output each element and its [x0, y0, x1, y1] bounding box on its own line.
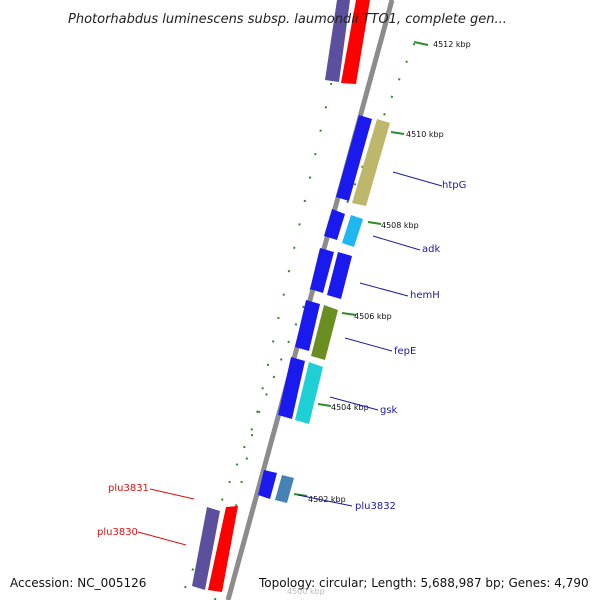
gene-bar-purple-bottom	[192, 507, 220, 590]
tick-label-4504: 4504 kbp	[331, 403, 369, 412]
gene-bar-blue-hemh-2	[327, 252, 352, 299]
tick-label-4506: 4506 kbp	[354, 312, 392, 321]
tick-label-4512: 4512 kbp	[433, 40, 471, 49]
gene-label-hemh[interactable]: hemH	[410, 290, 440, 301]
gene-label-adk[interactable]: adk	[422, 244, 440, 255]
tick-mark-4506	[341, 312, 357, 316]
tick-mark-4510	[390, 131, 405, 135]
topology-text: Topology: circular; Length: 5,688,987 bp…	[258, 576, 589, 590]
gene-labels: htpG adk hemH fepE gsk plu3832 plu3831 p…	[97, 180, 466, 538]
gene-bar-purple-top	[325, 0, 350, 82]
gene-label-plu3831[interactable]: plu3831	[108, 483, 149, 494]
accession-text: Accession: NC_005126	[10, 576, 146, 590]
tick-mark-4512	[413, 41, 429, 46]
leader-line-plu3832	[297, 494, 353, 507]
gene-label-fepe[interactable]: fepE	[394, 346, 416, 357]
tick-label-4510: 4510 kbp	[406, 130, 444, 139]
tick-label-4508: 4508 kbp	[381, 221, 419, 230]
forward-gene-bars	[258, 115, 390, 503]
gene-bar-olive-fepe	[311, 305, 338, 360]
gene-label-gsk[interactable]: gsk	[380, 405, 398, 416]
gene-bar-red-bottom	[208, 506, 238, 592]
tick-marks	[293, 41, 429, 497]
leader-line-htpg	[392, 171, 443, 187]
tick-mark-4504	[317, 403, 332, 407]
genome-backbone	[225, 0, 395, 600]
gene-bar-khaki-htpg	[352, 119, 390, 206]
gene-label-plu3830[interactable]: plu3830	[97, 527, 138, 538]
gene-bar-red-top	[341, 0, 370, 84]
leader-line-gsk	[329, 396, 379, 411]
gene-bar-teal-gsk	[295, 362, 323, 424]
leader-line-hemh	[359, 282, 409, 297]
tick-label-4500: 4500 kbp	[287, 587, 325, 596]
gene-bar-blue-adk	[324, 209, 345, 240]
gene-bar-blue-fepe	[295, 300, 320, 351]
tick-mark-4508	[367, 221, 382, 225]
leader-lines	[137, 171, 443, 546]
leader-line-adk	[372, 235, 421, 251]
gene-bar-blue-plu3832	[258, 470, 277, 499]
gene-bar-blue-htpg	[336, 115, 372, 201]
gene-label-plu3832[interactable]: plu3832	[355, 501, 396, 512]
reverse-gene-bars	[192, 0, 370, 592]
gene-bar-steel-plu3832	[275, 475, 294, 503]
gene-bar-blue-gsk	[278, 357, 305, 419]
leader-line-fepe	[344, 337, 393, 352]
genome-title: Photorhabdus luminescens subsp. laumondi…	[68, 12, 507, 27]
leader-line-plu3830	[137, 531, 187, 546]
gene-bar-blue-hemh-1	[310, 248, 334, 293]
tick-label-4502: 4502 kbp	[308, 495, 346, 504]
gene-label-htpg[interactable]: htpG	[442, 180, 466, 191]
leader-line-plu3831	[149, 488, 195, 500]
tick-labels: 4512 kbp 4510 kbp 4508 kbp 4506 kbp 4504…	[287, 40, 471, 596]
gene-bar-cyan-adk	[342, 215, 363, 247]
